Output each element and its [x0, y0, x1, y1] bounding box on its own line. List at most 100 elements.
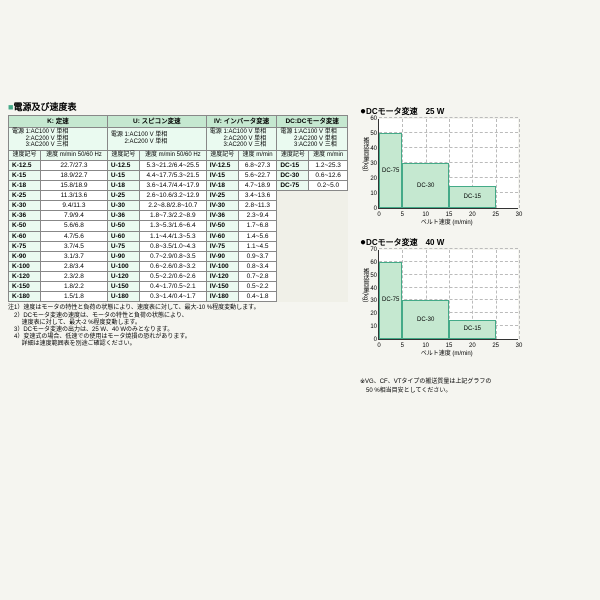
table-cell-code: K-36 — [9, 211, 41, 221]
subheader-speed: 速度 m/min — [238, 150, 277, 160]
chart: 051015202530010203040506070DC-75DC-30DC-… — [378, 250, 518, 340]
table-cell-code: U-25 — [107, 190, 139, 200]
table-cell-code: K-60 — [9, 231, 41, 241]
table-cell-code: K-90 — [9, 251, 41, 261]
table-cell-value: 5.3~21.2/6.4~25.5 — [139, 160, 206, 170]
table-cell-value: 2.8~11.3 — [238, 201, 277, 211]
table-cell-value: 1.8~7.3/2.2~8.9 — [139, 211, 206, 221]
table-cell-value: 22.7/27.3 — [40, 160, 107, 170]
table-cell-code: U-18 — [107, 180, 139, 190]
table-cell-value: 1.3~5.3/1.6~6.4 — [139, 221, 206, 231]
table-cell-value: 5.6/6.8 — [40, 221, 107, 231]
table-cell-value: 1.1~4.5 — [238, 241, 277, 251]
table-cell-code: IV-60 — [206, 231, 238, 241]
section-u: U: スピコン変速 — [107, 116, 206, 128]
table-cell-value: 1.2~25.3 — [309, 160, 348, 170]
table-cell-code: DC-15 — [277, 160, 309, 170]
table-cell-code: U-12.5 — [107, 160, 139, 170]
table-cell-value: 3.4~13.6 — [238, 190, 277, 200]
section-k: K: 定速 — [9, 116, 108, 128]
table-cell-code: IV-180 — [206, 292, 238, 302]
subheader-code: 速度記号 — [107, 150, 139, 160]
table-cell-code: U-15 — [107, 170, 139, 180]
subheader-code: 速度記号 — [277, 150, 309, 160]
power-header: 電源 1:AC100 V 単相 2:AC200 V 単相 3:AC200 V 三… — [277, 128, 348, 151]
table-cell-code: IV-90 — [206, 251, 238, 261]
table-cell-code: K-15 — [9, 170, 41, 180]
table-cell-value: 0.4~1.7/0.5~2.1 — [139, 282, 206, 292]
power-header: 電源 1:AC100 V 単相 2:AC200 V 単相 — [107, 128, 206, 151]
table-cell-value: 6.8~27.3 — [238, 160, 277, 170]
table-cell-value: 18.9/22.7 — [40, 170, 107, 180]
section-iv: IV: インバータ変速 — [206, 116, 277, 128]
table-cell-code: K-18 — [9, 180, 41, 190]
table-cell-code: K-150 — [9, 282, 41, 292]
subheader-speed: 速度 m/min 50/60 Hz — [40, 150, 107, 160]
table-cell-code: IV-150 — [206, 282, 238, 292]
table-cell-code: IV-30 — [206, 201, 238, 211]
table-cell-value: 15.8/18.9 — [40, 180, 107, 190]
table-cell-value: 4.4~17.7/5.3~21.5 — [139, 170, 206, 180]
table-cell-value: 3.7/4.5 — [40, 241, 107, 251]
chart-title: ●DCモータ変速 25 W — [360, 106, 592, 117]
chart-title: ●DCモータ変速 40 W — [360, 237, 592, 248]
table-cell-value: 2.6~10.6/3.2~12.9 — [139, 190, 206, 200]
table-cell-code: IV-15 — [206, 170, 238, 180]
table-cell-value: 4.7/5.6 — [40, 231, 107, 241]
table-cell-value: 7.9/9.4 — [40, 211, 107, 221]
table-cell-value: 1.4~5.6 — [238, 231, 277, 241]
table-cell-value: 0.8~3.4 — [238, 261, 277, 271]
chart-step: DC-75 — [379, 262, 402, 339]
table-cell-code: K-50 — [9, 221, 41, 231]
table-cell-value: 1.7~6.8 — [238, 221, 277, 231]
chart: 0510152025300102030405060DC-75DC-30DC-15… — [378, 119, 518, 209]
table-cell-code: K-120 — [9, 272, 41, 282]
table-cell-code: U-75 — [107, 241, 139, 251]
subheader-speed: 速度 m/min 50/60 Hz — [139, 150, 206, 160]
table-cell-code: DC-30 — [277, 170, 309, 180]
chart-step: DC-30 — [402, 300, 449, 339]
speed-table: K: 定速 U: スピコン変速 IV: インバータ変速 DC:DCモータ変速 電… — [8, 115, 348, 302]
table-cell-code: U-120 — [107, 272, 139, 282]
table-cell-value: 0.9~3.7 — [238, 251, 277, 261]
table-cell-value: 0.6~2.6/0.8~3.2 — [139, 261, 206, 271]
chart-step: DC-30 — [402, 163, 449, 208]
notes: 注1）速度はモータの特性と負荷の状態により、速度表に対して、最大-10 %程度変… — [8, 305, 348, 348]
table-cell-value: 0.5~2.2/0.6~2.6 — [139, 272, 206, 282]
table-cell-code: IV-75 — [206, 241, 238, 251]
table-cell-code: K-180 — [9, 292, 41, 302]
table-cell-code: K-75 — [9, 241, 41, 251]
table-cell-value: 0.4~1.8 — [238, 292, 277, 302]
table-cell-value: 2.8/3.4 — [40, 261, 107, 271]
table-cell-code: K-25 — [9, 190, 41, 200]
table-cell-value: 0.5~2.2 — [238, 282, 277, 292]
power-header: 電源 1:AC100 V 単相 2:AC200 V 単相 3:AC200 V 三… — [206, 128, 277, 151]
table-cell-value: 0.2~5.0 — [309, 180, 348, 190]
table-cell-code: U-36 — [107, 211, 139, 221]
table-cell-code: IV-18 — [206, 180, 238, 190]
table-cell-code: IV-36 — [206, 211, 238, 221]
table-cell-value: 1.1~4.4/1.3~5.3 — [139, 231, 206, 241]
table-cell-code: IV-25 — [206, 190, 238, 200]
table-cell-code: IV-120 — [206, 272, 238, 282]
chart-footnote: ※VG、CF、VTタイプの搬送質量は上記グラフの 50 %相当目安としてください… — [360, 376, 592, 394]
table-cell-value: 0.6~12.6 — [309, 170, 348, 180]
table-cell-code: U-180 — [107, 292, 139, 302]
table-cell-value: 0.3~1.4/0.4~1.7 — [139, 292, 206, 302]
table-cell-code: K-30 — [9, 201, 41, 211]
chart-step: DC-75 — [379, 133, 402, 208]
table-cell-value: 0.7~2.9/0.8~3.5 — [139, 251, 206, 261]
table-cell-value: 11.3/13.6 — [40, 190, 107, 200]
table-cell-code: U-60 — [107, 231, 139, 241]
table-cell-value: 9.4/11.3 — [40, 201, 107, 211]
table-cell-value: 1.8/2.2 — [40, 282, 107, 292]
table-cell-code: IV-50 — [206, 221, 238, 231]
section-dc: DC:DCモータ変速 — [277, 116, 348, 128]
table-cell-code: K-12.5 — [9, 160, 41, 170]
subheader-code: 速度記号 — [9, 150, 41, 160]
table-cell-code: U-50 — [107, 221, 139, 231]
table-cell-code: IV-100 — [206, 261, 238, 271]
table-cell-code: IV-12.5 — [206, 160, 238, 170]
table-cell-value: 0.7~2.8 — [238, 272, 277, 282]
subheader-speed: 速度 m/min — [309, 150, 348, 160]
